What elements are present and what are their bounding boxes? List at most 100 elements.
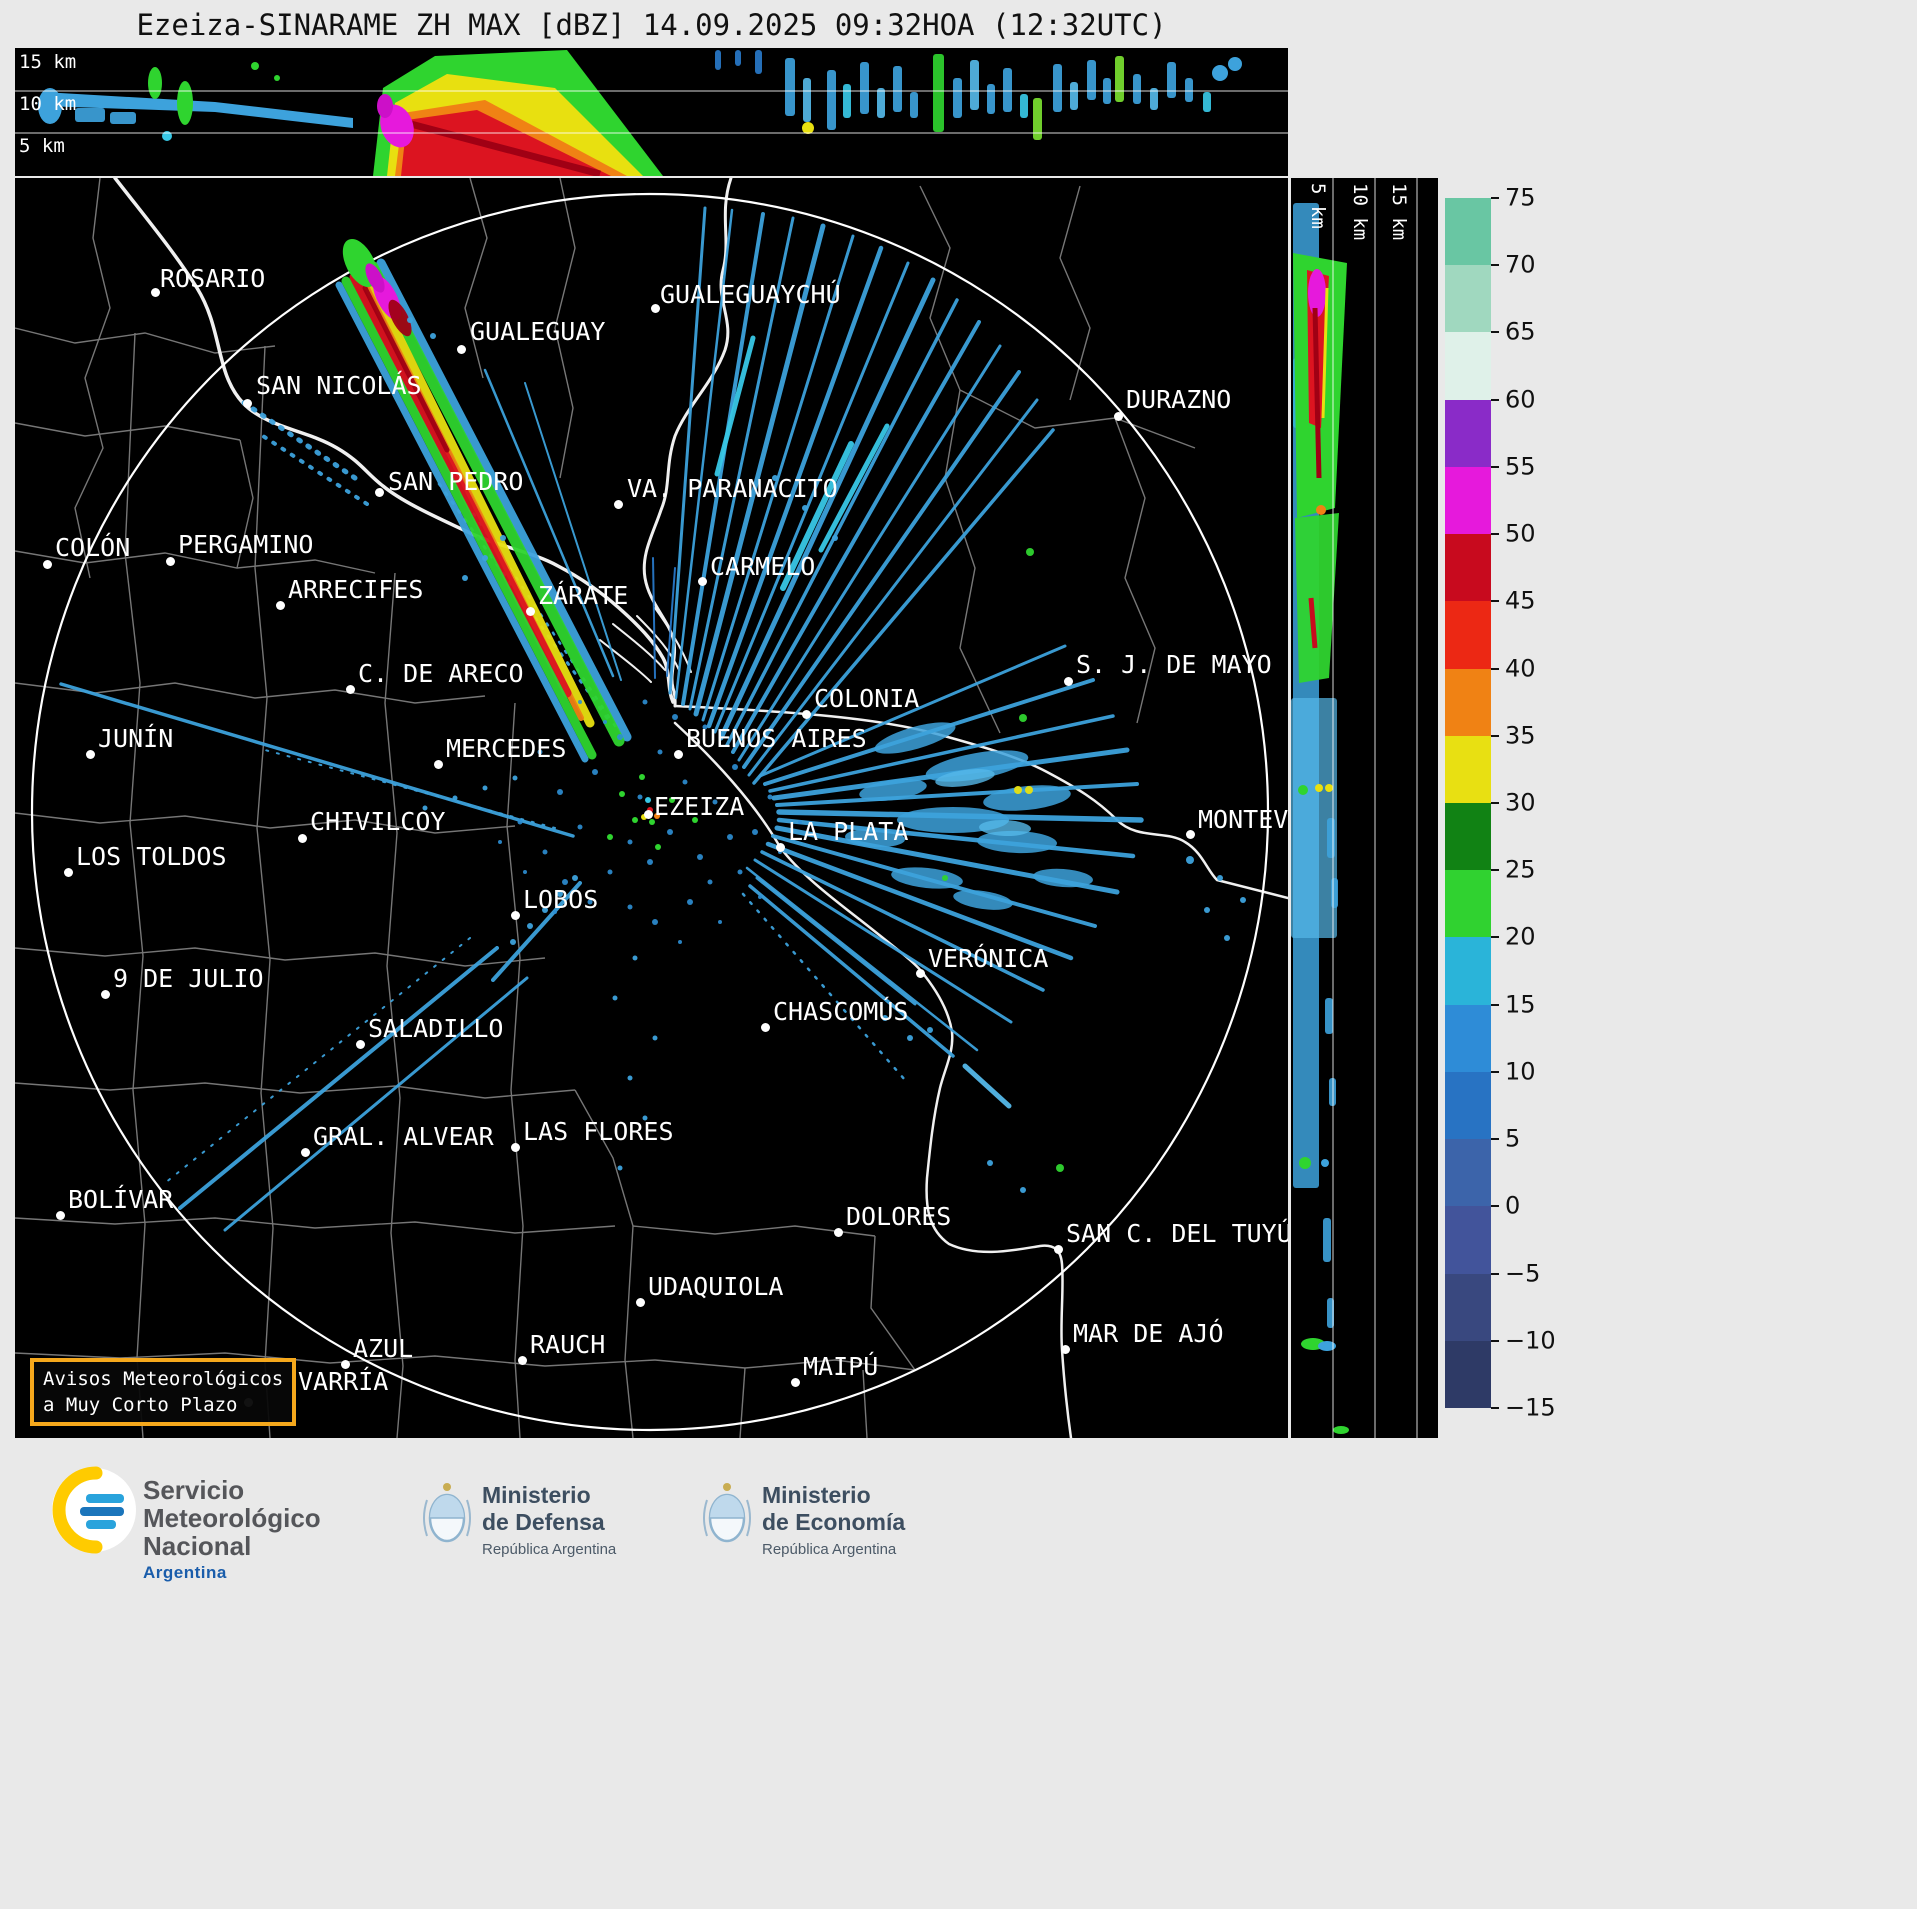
city-dot <box>434 760 443 769</box>
city-label: SAN C. DEL TUYÚ <box>1066 1219 1288 1248</box>
city-label: LOBOS <box>523 885 599 914</box>
colorbar-tick-mark <box>1491 734 1499 737</box>
city-label: RAUCH <box>530 1330 606 1359</box>
smn-line-2: Meteorológico <box>143 1503 321 1533</box>
colorbar-tick-label: 45 <box>1505 586 1536 615</box>
economia-line-3: República Argentina <box>762 1541 897 1558</box>
colorbar-tick-mark <box>1491 802 1499 804</box>
city-label: CARMELO <box>710 552 816 581</box>
colorbar-tick-label: 60 <box>1505 385 1536 414</box>
colorbar-band <box>1445 1206 1491 1274</box>
city-label: MAIPÚ <box>803 1352 879 1381</box>
city-dot <box>644 810 653 819</box>
colorbar-tick-label: −15 <box>1505 1393 1556 1422</box>
city-label: SAN PEDRO <box>388 467 524 496</box>
city-dot <box>636 1298 645 1307</box>
economia-line-1: Ministerio <box>762 1482 871 1508</box>
colorbar-tick-mark <box>1491 1138 1499 1141</box>
colorbar-tick-label: 65 <box>1505 317 1536 346</box>
colorbar-band <box>1445 601 1491 669</box>
city-dot <box>518 1356 527 1365</box>
colorbar-tick-label: −5 <box>1505 1258 1541 1287</box>
colorbar-tick-mark <box>1491 1003 1499 1006</box>
economia-crest-block <box>700 1478 754 1548</box>
city-dot <box>301 1148 310 1157</box>
right-cross-section-panel: 5 km 10 km 15 km <box>1291 178 1438 1438</box>
top-echoes <box>38 50 663 176</box>
city-label: BUENOS AIRES <box>686 724 867 753</box>
top-cross-section-plot <box>15 50 1288 176</box>
colorbar-tick-mark <box>1491 600 1499 603</box>
alert-line-2: a Muy Corto Plazo <box>43 1394 238 1416</box>
city-dot <box>298 834 307 843</box>
city-labels-layer: ROSARIO GUALEGUAYCHÚ GUALEGUAY SAN NICOLÁS D… <box>15 178 1288 1438</box>
city-label: AZUL <box>353 1334 414 1363</box>
colorbar-tick-mark <box>1491 667 1499 670</box>
colorbar-tick-mark <box>1491 1205 1499 1208</box>
colorbar-tick-mark <box>1491 264 1499 267</box>
colorbar-band <box>1445 1139 1491 1207</box>
colorbar-bands <box>1445 198 1491 1408</box>
city-dot <box>56 1211 65 1220</box>
colorbar-band <box>1445 870 1491 938</box>
city-dot <box>1054 1245 1063 1254</box>
city-label: SAN NICOLÁS <box>256 371 422 400</box>
colorbar-tick-mark <box>1491 1407 1499 1409</box>
alert-box: Avisos Meteorológicos a Muy Corto Plazo <box>30 1358 297 1426</box>
height-label-5km-v: 5 km <box>1307 183 1329 229</box>
city-label: CHASCOMÚS <box>773 997 909 1026</box>
city-dot <box>1114 412 1123 421</box>
radar-map-plot <box>15 178 1288 1438</box>
smn-line-3: Nacional <box>143 1531 252 1561</box>
defensa-crest-block <box>420 1478 474 1548</box>
defensa-line-3: República Argentina <box>482 1541 617 1558</box>
city-dot <box>1064 677 1073 686</box>
city-label: LA PLATA <box>788 817 909 846</box>
city-label: C. DE ARECO <box>358 659 524 688</box>
city-dot <box>356 1040 365 1049</box>
radar-echo-spokes <box>59 206 1144 1232</box>
colorbar-band <box>1445 198 1491 266</box>
city-label: GUALEGUAY <box>470 317 606 346</box>
city-label: VARRÍA <box>298 1367 389 1396</box>
height-label-5km: 5 km <box>19 135 65 157</box>
colorbar-tick-label: 20 <box>1505 922 1536 951</box>
colorbar-tick-mark <box>1491 1070 1499 1073</box>
height-label-10km: 10 km <box>19 93 77 115</box>
city-dot <box>341 1360 350 1369</box>
city-label: BOLÍVAR <box>68 1185 174 1214</box>
city-label: GRAL. ALVEAR <box>313 1122 494 1151</box>
colorbar-tick-mark <box>1491 533 1499 536</box>
smn-logo-icon <box>52 1466 136 1554</box>
colorbar-tick-label: 30 <box>1505 788 1536 817</box>
coat-of-arms-icon <box>423 1483 471 1543</box>
colorbar-band <box>1445 265 1491 333</box>
colorbar-ticks: 75 70 65 60 55 50 45 40 35 30 25 20 15 10 5 0 −5 −10 −15 <box>1445 183 1556 1421</box>
page-title: Ezeiza-SINARAME ZH MAX [dBZ] 14.09.2025 … <box>136 8 1167 42</box>
city-dot <box>375 488 384 497</box>
colorbar-tick-label: 55 <box>1505 452 1536 481</box>
defensa-text-block: Ministerio de Defensa República Argentin… <box>482 1482 616 1559</box>
city-dot <box>43 560 52 569</box>
city-dot <box>1061 1345 1070 1354</box>
city-dot <box>614 500 623 509</box>
city-dot <box>791 1378 800 1387</box>
economia-line-2: de Economía <box>762 1509 906 1535</box>
economia-text-block: Ministerio de Economía República Argenti… <box>762 1482 905 1559</box>
colorbar-tick-label: −10 <box>1505 1326 1556 1355</box>
height-label-15km: 15 km <box>19 51 77 73</box>
city-dot <box>346 685 355 694</box>
top-echo-dots <box>162 57 1242 141</box>
height-label-15km-v: 15 km <box>1388 183 1410 241</box>
city-label: VA. PARANACITO <box>627 474 838 503</box>
smn-line-1: Servicio <box>143 1475 245 1505</box>
coat-of-arms-icon <box>703 1483 751 1543</box>
colorbar-band <box>1445 735 1491 803</box>
dbz-colorbar: 75 70 65 60 55 50 45 40 35 30 25 20 15 10 5 0 −5 −10 −15 <box>1445 183 1556 1421</box>
radar-echo-speckles <box>407 317 1246 1193</box>
city-dot <box>526 607 535 616</box>
colorbar-tick-label: 75 <box>1505 183 1536 212</box>
city-dot <box>651 304 660 313</box>
colorbar-band <box>1445 332 1491 400</box>
city-label: SALADILLO <box>368 1014 504 1043</box>
